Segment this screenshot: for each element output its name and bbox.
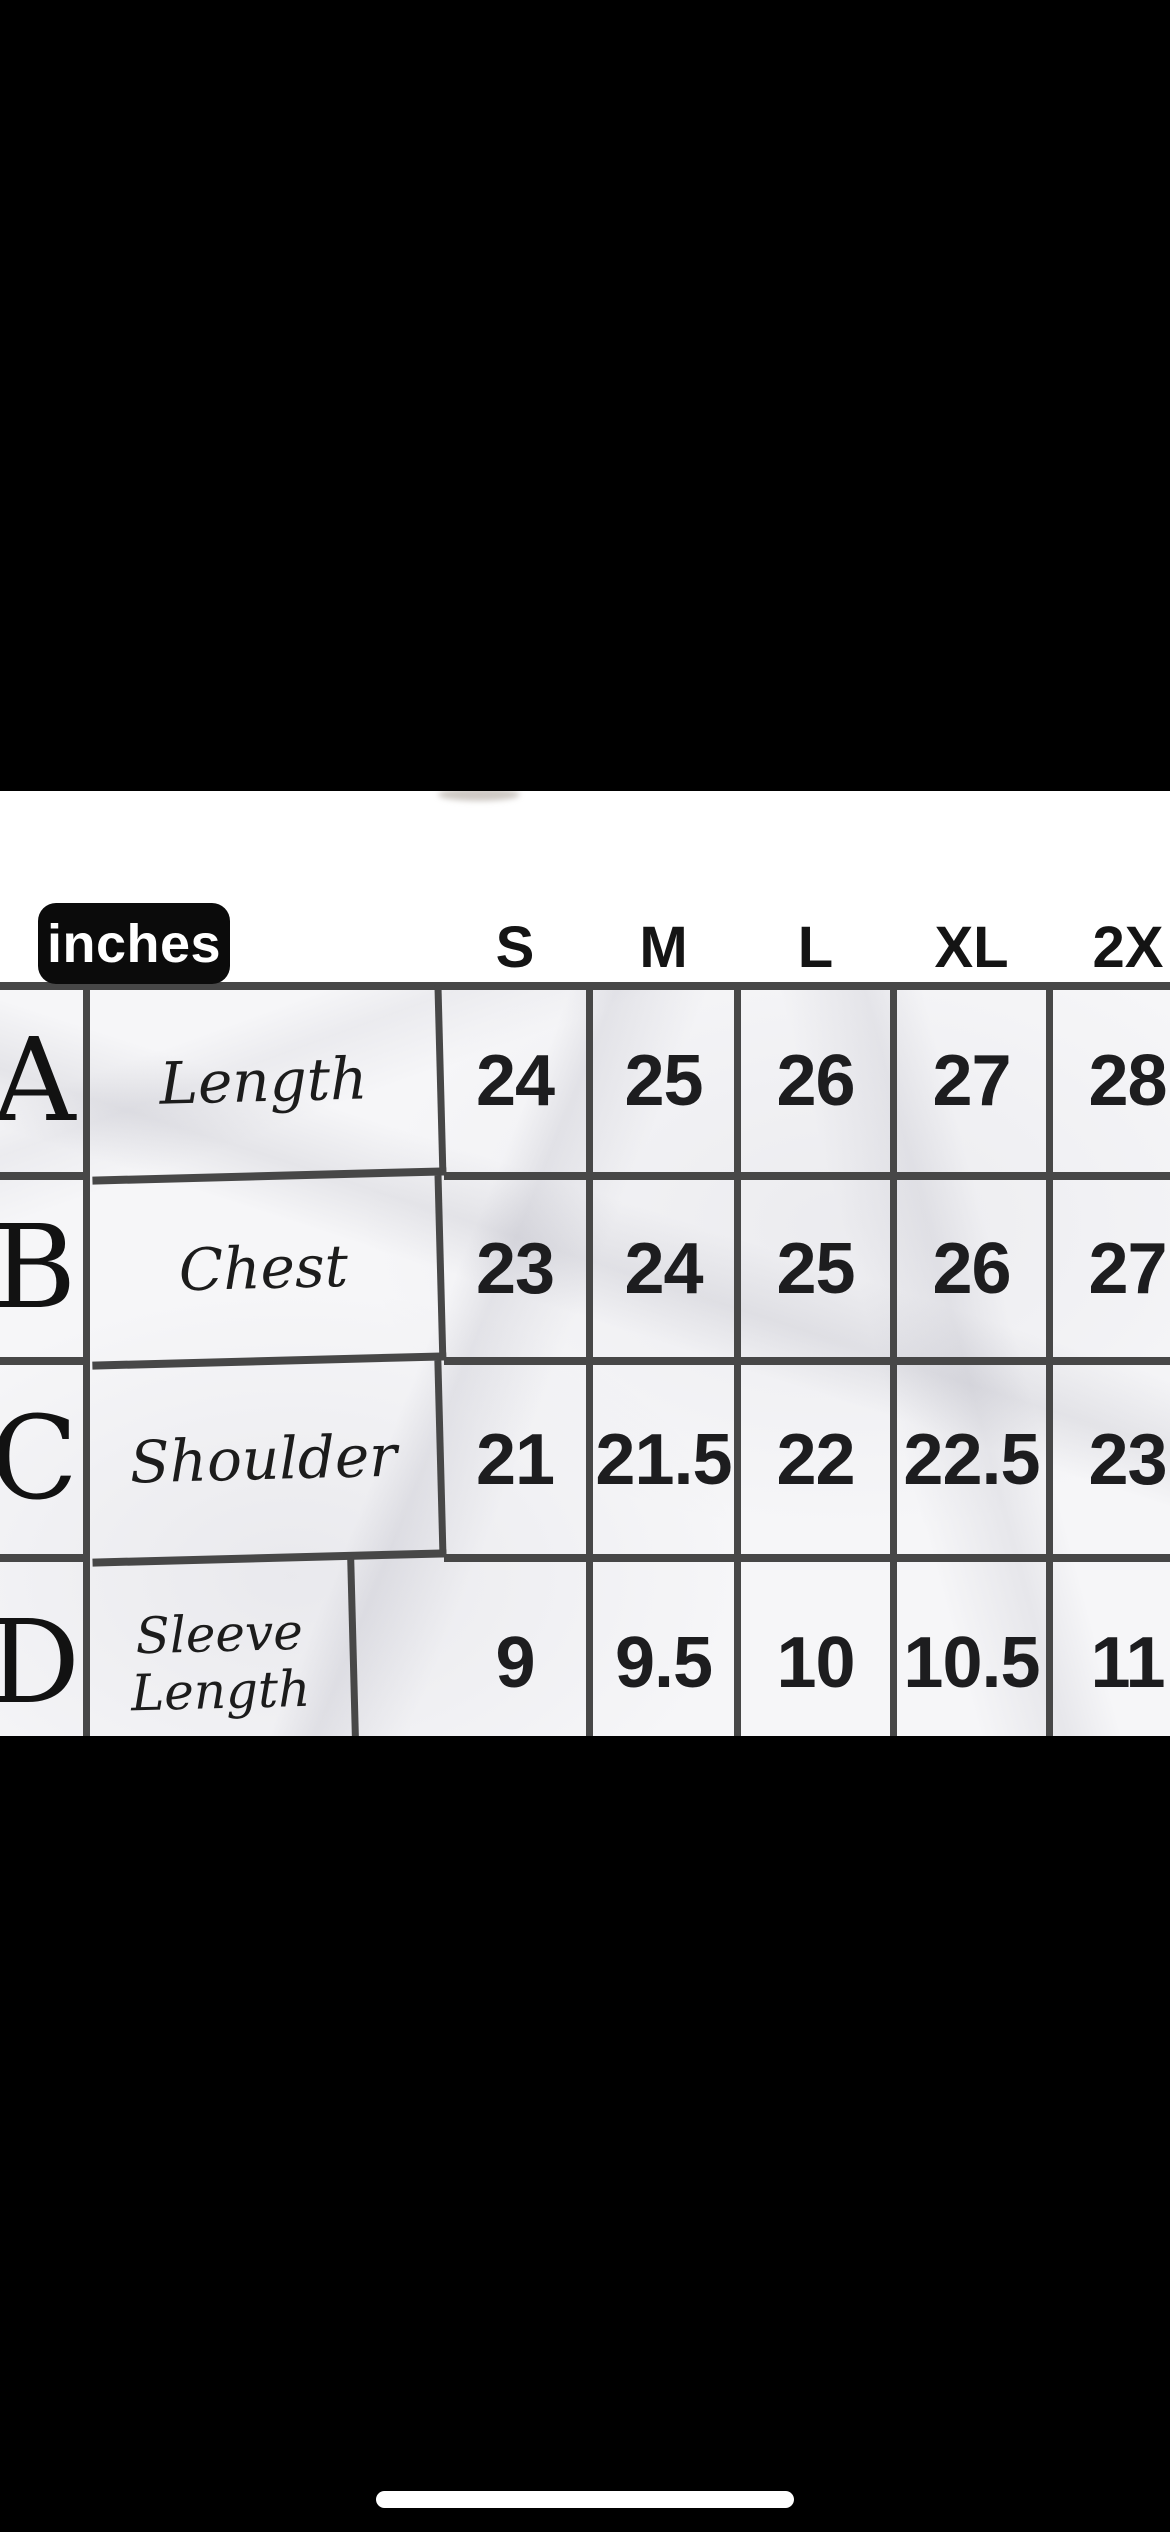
size-chart-table: A Length 24 25 26 27 28 B Chest 23 24 25… [0, 982, 1170, 1736]
size-header-m: M [639, 915, 688, 980]
size-header-l: L [797, 915, 834, 980]
value-cell-s: 23 [444, 1180, 593, 1365]
row-key: A [0, 990, 90, 1180]
value-cell-xl: 10.5 [897, 1562, 1053, 1736]
size-header-xl: XL [934, 915, 1009, 980]
value-cell-xl: 26 [897, 1180, 1053, 1365]
photo-artifact [438, 791, 520, 801]
row-label: Length [87, 985, 447, 1185]
size-header-row: S M L XL 2X [0, 911, 1170, 977]
value-cell-l: 25 [741, 1180, 897, 1365]
value-cell-s: 24 [444, 990, 593, 1180]
value-cell-l: 10 [741, 1562, 897, 1736]
row-key: B [0, 1180, 90, 1365]
value-cell-xl: 22.5 [897, 1365, 1053, 1562]
value-cell-2x: 28 [1053, 990, 1170, 1180]
size-header-s: S [495, 915, 535, 980]
value-cell-m: 24 [593, 1180, 741, 1365]
value-cell-m: 21.5 [593, 1365, 741, 1562]
row-label: Sleeve Length [87, 1558, 360, 1736]
row-key: C [0, 1365, 90, 1562]
home-indicator[interactable] [376, 2491, 794, 2508]
row-key: D [0, 1562, 90, 1736]
value-cell-m: 9.5 [593, 1562, 741, 1736]
value-cell-xl: 27 [897, 990, 1053, 1180]
size-header-2x: 2X [1092, 915, 1164, 980]
value-cell-m: 25 [593, 990, 741, 1180]
row-label: Shoulder [87, 1360, 447, 1567]
value-cell-l: 22 [741, 1365, 897, 1562]
row-label: Chest [87, 1175, 447, 1370]
unit-badge: inches [38, 903, 230, 984]
size-chart-image: inches S M L XL 2X A Length 24 25 26 27 … [0, 791, 1170, 1736]
value-cell-2x: 11 [1053, 1562, 1170, 1736]
value-cell-s: 21 [444, 1365, 593, 1562]
value-cell-2x: 27 [1053, 1180, 1170, 1365]
value-cell-2x: 23 [1053, 1365, 1170, 1562]
value-cell-l: 26 [741, 990, 897, 1180]
value-cell-s: 9 [444, 1562, 593, 1736]
